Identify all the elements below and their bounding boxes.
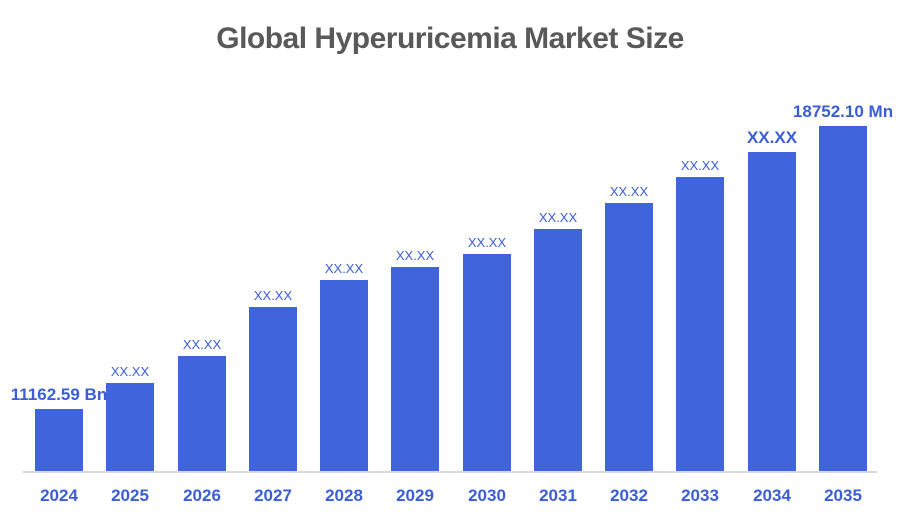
- bar-2029: [391, 267, 439, 471]
- x-tick-label-2031: 2031: [539, 486, 577, 505]
- x-tick-label-2030: 2030: [468, 486, 506, 505]
- bar-2031: [534, 229, 582, 471]
- bar-value-label-2028: XX.XX: [324, 260, 364, 276]
- bar-2030: [463, 254, 511, 471]
- bar-2034: [748, 152, 796, 471]
- bar-value-label-2033: XX.XX: [680, 157, 720, 173]
- bar-2024: [35, 409, 83, 471]
- x-tick-label-2032: 2032: [610, 486, 648, 505]
- bar-2026: [178, 356, 226, 471]
- x-tick-label-2029: 2029: [396, 486, 434, 505]
- bar-2035: [819, 126, 867, 471]
- x-tick-label-2024: 2024: [40, 486, 78, 505]
- x-tick-label-2027: 2027: [254, 486, 292, 505]
- bar-value-label-2034: XX.XX: [746, 128, 798, 148]
- x-tick-label-2033: 2033: [681, 486, 719, 505]
- bar-2027: [249, 307, 297, 471]
- bar-value-label-2032: XX.XX: [609, 183, 649, 199]
- bar-2028: [320, 280, 368, 471]
- bar-value-label-2029: XX.XX: [395, 247, 435, 263]
- x-tick-label-2026: 2026: [183, 486, 221, 505]
- bar-2025: [106, 383, 154, 471]
- x-axis-line: [23, 471, 877, 473]
- bar-value-label-2024: 11162.59 Bn: [10, 385, 108, 405]
- bar-value-label-2027: XX.XX: [253, 287, 293, 303]
- x-tick-label-2028: 2028: [325, 486, 363, 505]
- bar-value-label-2026: XX.XX: [182, 336, 222, 352]
- x-tick-label-2025: 2025: [111, 486, 149, 505]
- bar-value-label-2035: 18752.10 Mn: [792, 102, 894, 122]
- x-tick-label-2034: 2034: [753, 486, 791, 505]
- x-tick-label-2035: 2035: [824, 486, 862, 505]
- chart-title: Global Hyperuricemia Market Size: [216, 22, 684, 55]
- bar-value-label-2025: XX.XX: [110, 363, 150, 379]
- bar-2033: [676, 177, 724, 471]
- bar-value-label-2030: XX.XX: [467, 234, 507, 250]
- bar-value-label-2031: XX.XX: [538, 209, 578, 225]
- bar-2032: [605, 203, 653, 471]
